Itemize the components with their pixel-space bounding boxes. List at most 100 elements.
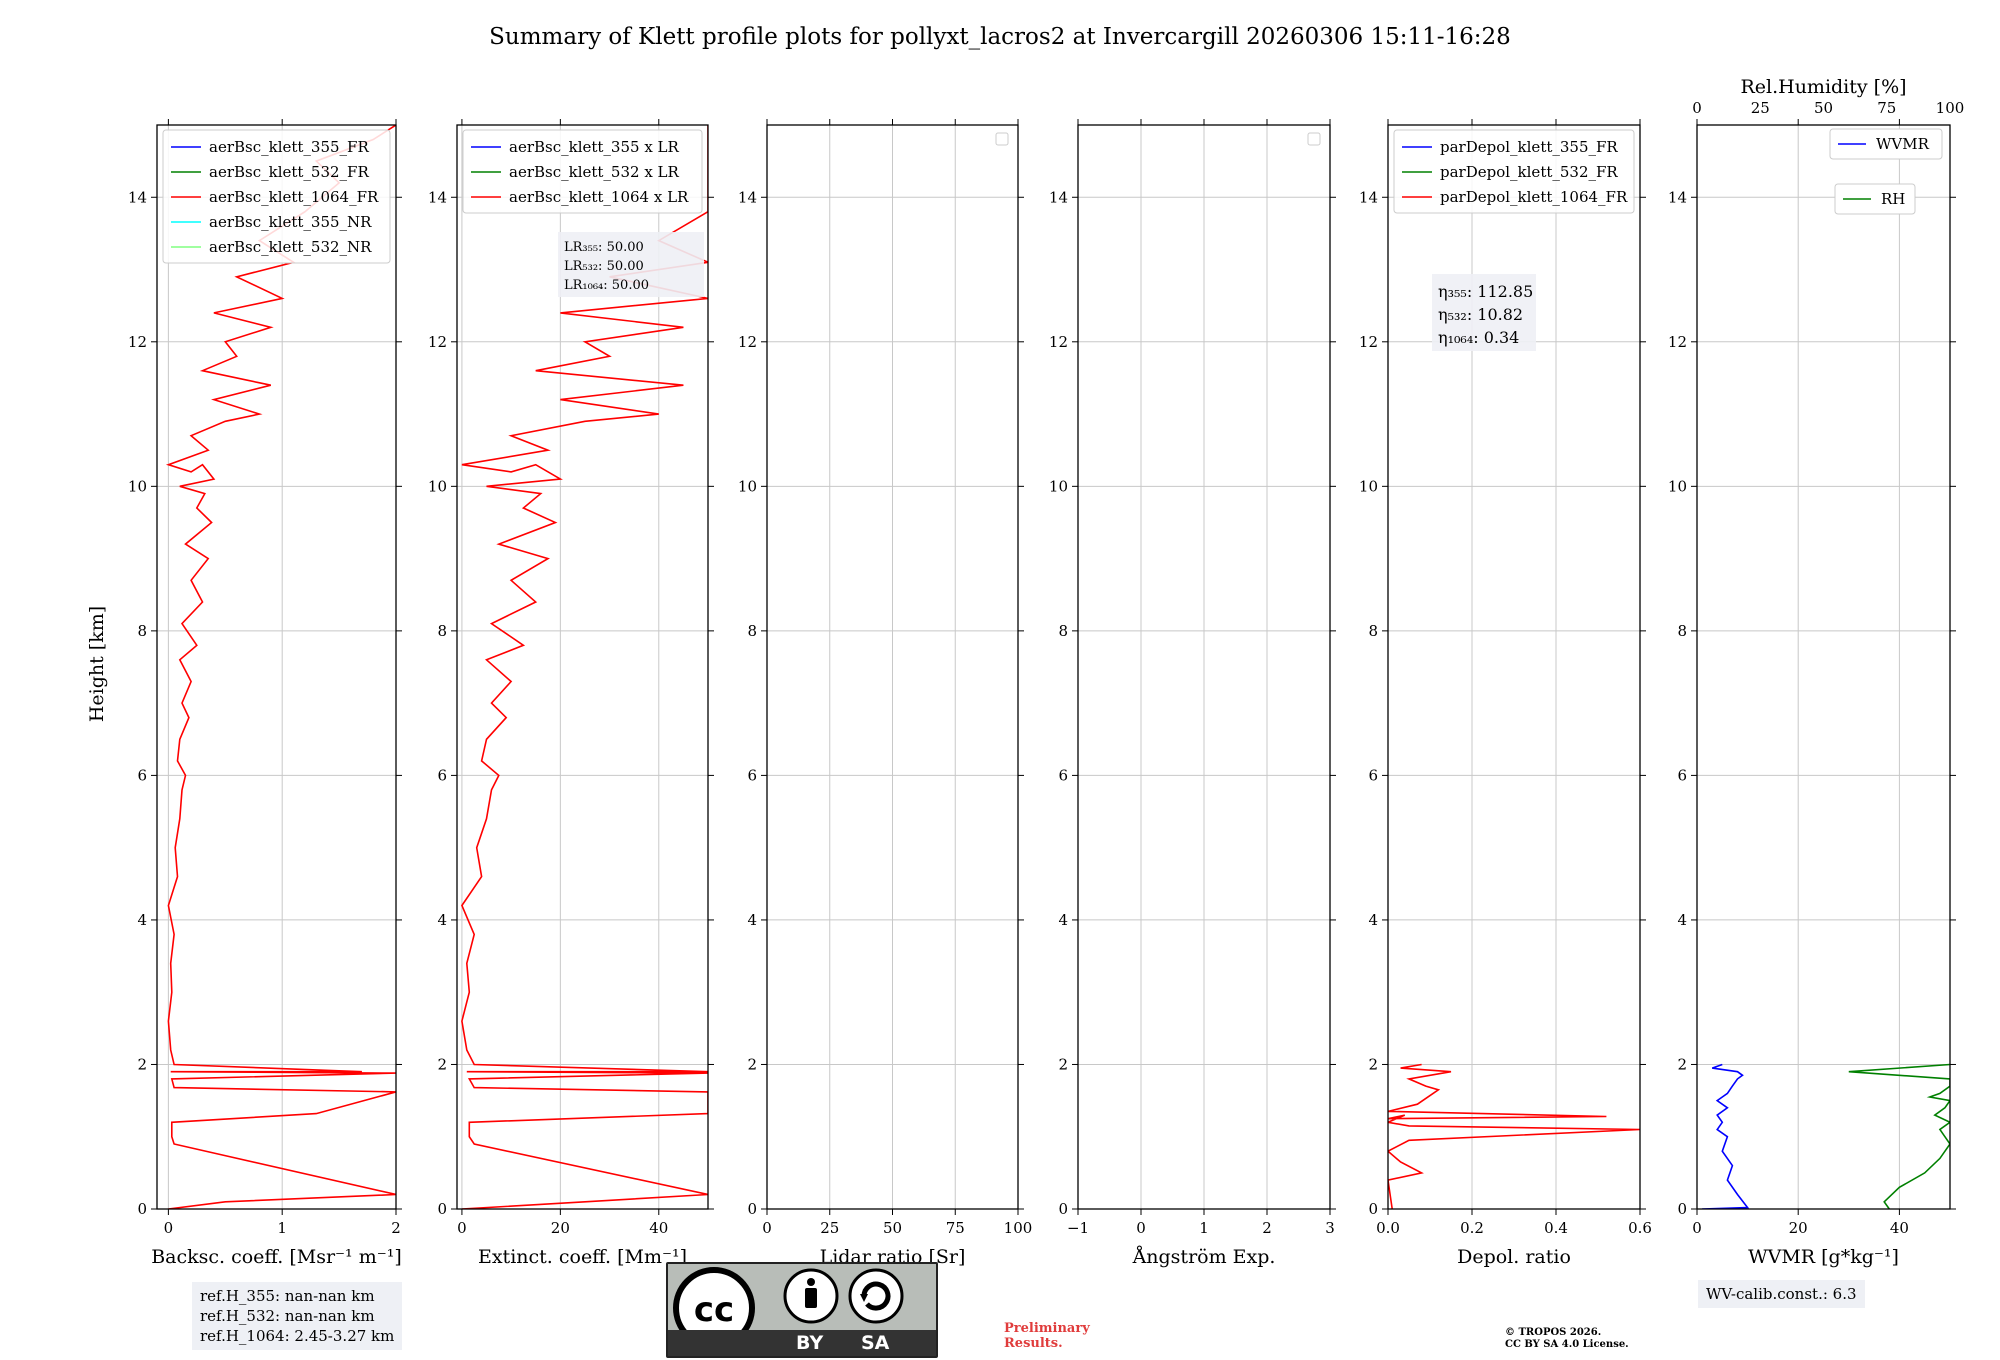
annotation-text: LR₁₀₆₄: 50.00: [564, 278, 649, 293]
y-tick-label: 4: [137, 911, 147, 929]
ref-height-355: ref.H_355: nan-nan km: [200, 1287, 375, 1305]
cc-by-label: BY: [796, 1332, 824, 1354]
y-tick-label: 14: [128, 188, 147, 206]
legend-box: [1829, 128, 1943, 160]
y-tick-label: 2: [1677, 1055, 1687, 1073]
x-tick-label: 75: [946, 1219, 965, 1237]
ref-height-1064: ref.H_1064: 2.45-3.27 km: [200, 1327, 395, 1345]
y-tick-label: 4: [1368, 911, 1378, 929]
top-axis-label: Rel.Humidity [%]: [1740, 76, 1906, 98]
x-tick-label: 40: [1890, 1219, 1909, 1237]
legend-label: parDepol_klett_532_FR: [1440, 163, 1618, 181]
legend-label: aerBsc_klett_355 x LR: [509, 138, 680, 156]
y-tick-label: 6: [1368, 766, 1378, 784]
y-tick-label: 10: [1668, 477, 1687, 495]
empty-legend: [995, 132, 1009, 146]
y-tick-label: 8: [1368, 622, 1378, 640]
y-tick-label: 12: [1049, 333, 1068, 351]
y-tick-label: 0: [137, 1200, 147, 1218]
y-tick-label: 2: [137, 1055, 147, 1073]
y-tick-label: 8: [747, 622, 757, 640]
x-tick-label: 20: [551, 1219, 570, 1237]
panel-depol: 0.0 0.2 0.4 0.6 0 2 4 6 8 10 12 14 Depol. ratio parDe…: [1359, 119, 1652, 1268]
license-line: CC BY SA 4.0 License.: [1505, 1339, 1629, 1350]
y-tick-label: 0: [1058, 1200, 1068, 1218]
y-tick-label: 0: [747, 1200, 757, 1218]
legend-label: aerBsc_klett_532_NR: [209, 238, 372, 256]
legend-label: aerBsc_klett_1064 x LR: [509, 188, 689, 206]
x-axis-label: Extinct. coeff. [Mm⁻¹]: [478, 1246, 687, 1268]
y-tick-label: 4: [1058, 911, 1068, 929]
x-tick-label: 0.4: [1544, 1219, 1568, 1237]
copyright-line: © TROPOS 2026.: [1505, 1327, 1602, 1338]
x-tick-label: 2: [1262, 1219, 1272, 1237]
annotation-text: η₁₀₆₄: 0.34: [1438, 328, 1519, 347]
y-tick-label: 0: [1677, 1200, 1687, 1218]
y-tick-label: 0: [1368, 1200, 1378, 1218]
x-tick-label: 0: [1136, 1219, 1146, 1237]
wv-calib-box: WV-calib.const.: 6.3: [1698, 1280, 1865, 1308]
sa-icon: [848, 1268, 904, 1324]
x-tick-label: 2: [391, 1219, 401, 1237]
y-tick-label: 12: [1359, 333, 1378, 351]
top-tick-label: 50: [1814, 99, 1833, 117]
legend-label: WVMR: [1876, 135, 1930, 153]
y-tick-label: 10: [1359, 477, 1378, 495]
legend-label: aerBsc_klett_355_FR: [209, 138, 369, 156]
y-tick-label: 14: [428, 188, 447, 206]
x-tick-label: 1: [1199, 1219, 1209, 1237]
x-tick-label: 0.6: [1628, 1219, 1652, 1237]
y-tick-label: 8: [437, 622, 447, 640]
y-tick-label: 8: [137, 622, 147, 640]
cc-sa-label: SA: [861, 1332, 890, 1354]
ref-height-532: ref.H_532: nan-nan km: [200, 1307, 375, 1325]
y-tick-label: 14: [738, 188, 757, 206]
top-tick-label: 75: [1877, 99, 1896, 117]
x-axis-label: WVMR [g*kg⁻¹]: [1748, 1246, 1899, 1268]
y-tick-label: 6: [137, 766, 147, 784]
axes-frame: [1387, 124, 1641, 1210]
x-tick-label: 0.0: [1376, 1219, 1400, 1237]
legend-label: aerBsc_klett_355_NR: [209, 213, 372, 231]
series-aerBsc_klett_1064 x LR: [460, 125, 708, 1209]
x-tick-label: 20: [1789, 1219, 1808, 1237]
y-tick-label: 6: [1058, 766, 1068, 784]
axes-frame: [1696, 124, 1951, 1210]
y-tick-label: 4: [747, 911, 757, 929]
y-tick-label: 0: [437, 1200, 447, 1218]
y-axis-label: Height [km]: [86, 606, 108, 722]
x-tick-label: 3: [1325, 1219, 1335, 1237]
copyright-note: © TROPOS 2026. CC BY SA 4.0 License.: [1505, 1327, 1705, 1351]
y-tick-label: 2: [1058, 1055, 1068, 1073]
y-tick-label: 12: [1668, 333, 1687, 351]
x-tick-label: 25: [820, 1219, 839, 1237]
legend-label: aerBsc_klett_532 x LR: [509, 163, 680, 181]
x-axis-label: Backsc. coeff. [Msr⁻¹ m⁻¹]: [151, 1246, 402, 1268]
y-tick-label: 10: [1049, 477, 1068, 495]
x-tick-label: 50: [883, 1219, 902, 1237]
annotation-box: [558, 232, 704, 297]
series-WVMR: [1702, 1063, 1750, 1209]
y-tick-label: 2: [1368, 1055, 1378, 1073]
annotation-box: [1432, 274, 1536, 351]
top-tick-label: 0: [1692, 99, 1702, 117]
series-parDepol_klett_1064_FR: [1388, 1063, 1640, 1209]
y-tick-label: 4: [1677, 911, 1687, 929]
y-tick-label: 6: [437, 766, 447, 784]
cc-license-badge: cc BY SA: [666, 1262, 938, 1358]
x-axis-label: Depol. ratio: [1457, 1246, 1571, 1268]
axes-frame: [456, 124, 709, 1210]
annotation-text: LR₅₃₂: 50.00: [564, 259, 644, 274]
x-tick-label: 0.2: [1460, 1219, 1484, 1237]
legend-box: [1393, 129, 1635, 214]
x-tick-label: 0: [762, 1219, 772, 1237]
annotation-text: η₅₃₂: 10.82: [1438, 305, 1523, 324]
y-tick-label: 6: [1677, 766, 1687, 784]
axes-frame: [156, 124, 397, 1210]
preliminary-results-note: Preliminary Results.: [1004, 1321, 1090, 1351]
x-tick-label: 0: [457, 1219, 467, 1237]
